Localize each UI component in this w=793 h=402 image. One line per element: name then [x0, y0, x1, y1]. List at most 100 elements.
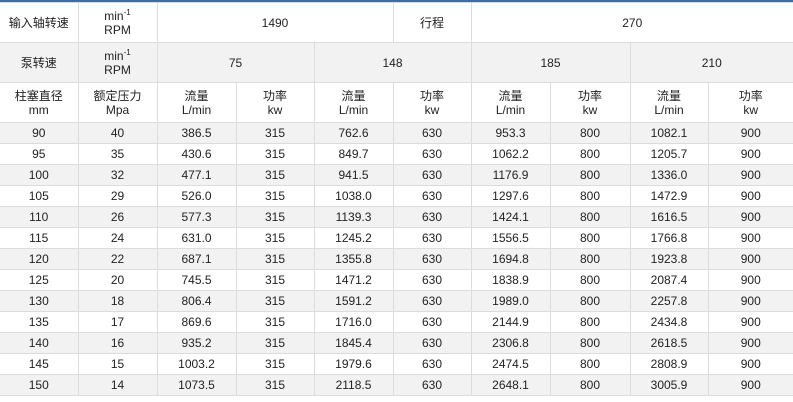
table-cell: 315 [235, 164, 315, 186]
table-cell: 315 [235, 206, 315, 228]
table-cell: 120 [0, 248, 79, 270]
table-cell: 16 [77, 332, 158, 354]
table-cell: 631.0 [156, 227, 237, 249]
table-cell: 35 [77, 143, 158, 165]
plunger-header: 柱塞直径 mm [0, 82, 79, 123]
table-cell: 1471.2 [313, 269, 394, 291]
table-cell: 1979.6 [313, 353, 394, 375]
table-cell: 115 [0, 227, 79, 249]
table-cell: 1556.5 [470, 227, 551, 249]
table-cell: 1073.5 [156, 374, 237, 396]
table-cell: 800 [549, 122, 631, 144]
table-cell: 2144.9 [470, 311, 551, 333]
table-row: 140 16 935.2 315 1845.4 630 2306.8 800 2618.5 900 [0, 332, 793, 354]
table-cell: 630 [392, 227, 472, 249]
table-cell: 1616.5 [629, 206, 709, 228]
table-cell: 90 [0, 122, 79, 144]
table-cell: 1845.4 [313, 332, 394, 354]
table-cell: 806.4 [156, 290, 237, 312]
input-speed-label: 输入轴转速 [0, 2, 79, 43]
table-cell: 140 [0, 332, 79, 354]
table-cell: 2118.5 [313, 374, 394, 396]
power-header: 功率 kw [549, 82, 631, 123]
table-cell: 745.5 [156, 269, 237, 291]
table-cell: 32 [77, 164, 158, 186]
table-cell: 935.2 [156, 332, 237, 354]
table-cell: 800 [549, 353, 631, 375]
table-cell: 20 [77, 269, 158, 291]
table-cell: 14 [77, 374, 158, 396]
table-row: 90 40 386.5 315 762.6 630 953.3 800 1082.1 900 [0, 122, 793, 144]
table-cell: 1336.0 [629, 164, 709, 186]
table-cell: 125 [0, 269, 79, 291]
table-cell: 630 [392, 143, 472, 165]
top-accent-line [0, 0, 793, 2]
table-cell: 1838.9 [470, 269, 551, 291]
table-row: 145 15 1003.2 315 1979.6 630 2474.5 800 2808.9 90… [0, 353, 793, 375]
table-cell: 315 [235, 332, 315, 354]
table-cell: 2434.8 [629, 311, 709, 333]
table-cell: 800 [549, 332, 631, 354]
table-cell: 95 [0, 143, 79, 165]
power-header: 功率 kw [392, 82, 472, 123]
input-speed-value: 1490 [156, 2, 394, 43]
table-cell: 2648.1 [470, 374, 551, 396]
table-row: 105 29 526.0 315 1038.0 630 1297.6 800 1472.9 900 [0, 185, 793, 207]
power-header: 功率 kw [235, 82, 315, 123]
table-cell: 900 [707, 332, 793, 354]
rpm-unit: min-1 RPM [77, 2, 158, 43]
table-cell: 130 [0, 290, 79, 312]
table-cell: 1297.6 [470, 185, 551, 207]
table-cell: 630 [392, 332, 472, 354]
stroke-value: 270 [470, 2, 793, 43]
table-cell: 953.3 [470, 122, 551, 144]
table-cell: 1766.8 [629, 227, 709, 249]
power-header: 功率 kw [707, 82, 793, 123]
table-cell: 1424.1 [470, 206, 551, 228]
flow-header: 流量 L/min [156, 82, 237, 123]
input-speed-row: 输入轴转速 min-1 RPM 1490 行程 270 [0, 2, 793, 43]
pump-speed-value: 148 [313, 42, 472, 83]
table-cell: 315 [235, 269, 315, 291]
table-cell: 869.6 [156, 311, 237, 333]
table-cell: 1989.0 [470, 290, 551, 312]
table-cell: 800 [549, 374, 631, 396]
table-cell: 630 [392, 290, 472, 312]
table-row: 130 18 806.4 315 1591.2 630 1989.0 800 2257.8 900 [0, 290, 793, 312]
table-cell: 315 [235, 248, 315, 270]
table-cell: 800 [549, 185, 631, 207]
table-cell: 900 [707, 248, 793, 270]
table-cell: 2474.5 [470, 353, 551, 375]
table-cell: 105 [0, 185, 79, 207]
table-cell: 315 [235, 290, 315, 312]
table-cell: 2618.5 [629, 332, 709, 354]
table-row: 125 20 745.5 315 1471.2 630 1838.9 800 2087.4 900 [0, 269, 793, 291]
table-cell: 1038.0 [313, 185, 394, 207]
table-cell: 150 [0, 374, 79, 396]
table-cell: 900 [707, 374, 793, 396]
table-cell: 630 [392, 374, 472, 396]
table-cell: 800 [549, 227, 631, 249]
table-row: 135 17 869.6 315 1716.0 630 2144.9 800 2434.8 900 [0, 311, 793, 333]
table-cell: 15 [77, 353, 158, 375]
table-cell: 630 [392, 311, 472, 333]
table-cell: 315 [235, 353, 315, 375]
table-cell: 900 [707, 290, 793, 312]
table-cell: 26 [77, 206, 158, 228]
table-cell: 900 [707, 311, 793, 333]
table-cell: 430.6 [156, 143, 237, 165]
pump-speed-value: 210 [629, 42, 793, 83]
table-cell: 800 [549, 290, 631, 312]
table-cell: 800 [549, 164, 631, 186]
table-cell: 2257.8 [629, 290, 709, 312]
table-cell: 2306.8 [470, 332, 551, 354]
table-cell: 900 [707, 122, 793, 144]
table-cell: 315 [235, 122, 315, 144]
table-cell: 315 [235, 185, 315, 207]
table-cell: 762.6 [313, 122, 394, 144]
pump-speed-value: 75 [156, 42, 315, 83]
rpm-unit: min-1 RPM [77, 42, 158, 83]
table-cell: 900 [707, 164, 793, 186]
pump-speed-value: 185 [470, 42, 631, 83]
pump-speed-label: 泵转速 [0, 42, 79, 83]
